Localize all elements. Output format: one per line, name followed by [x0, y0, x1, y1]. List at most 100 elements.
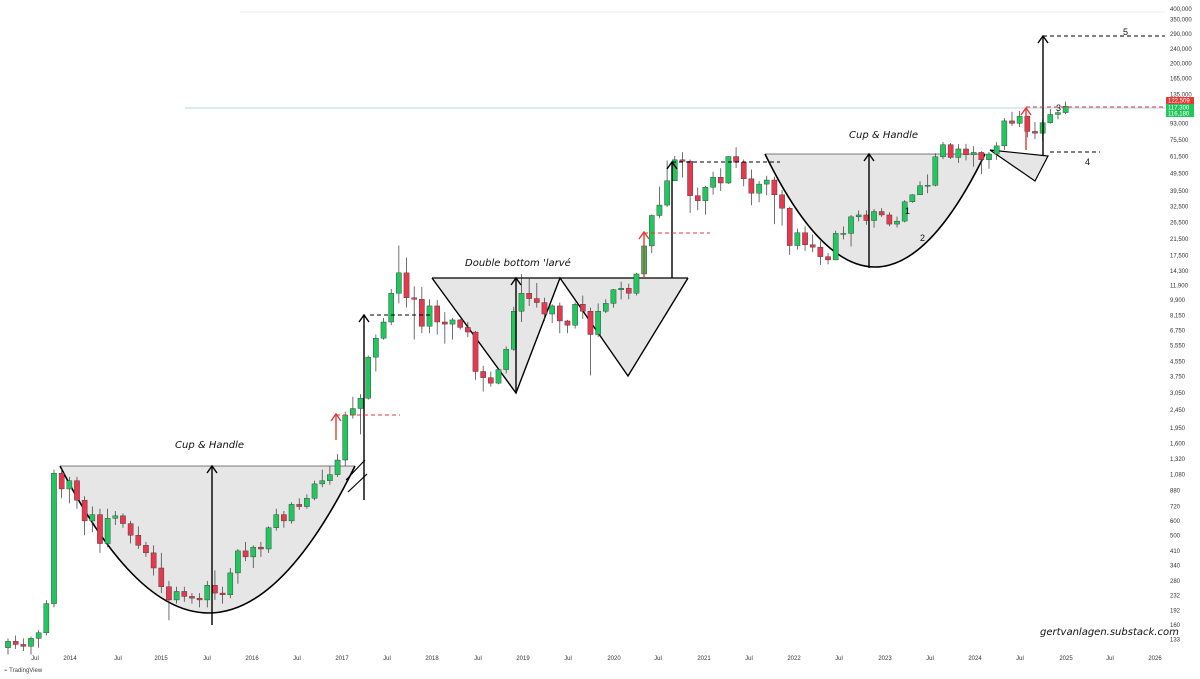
candle: [495, 368, 502, 385]
candle: [97, 508, 103, 553]
x-tick-label: Jul: [1106, 656, 1114, 662]
candle: [825, 253, 831, 265]
candle: [817, 240, 824, 265]
candle-body: [725, 156, 732, 184]
candle: [143, 541, 149, 557]
candle-body: [342, 414, 349, 461]
candle-body: [894, 220, 900, 225]
candle: [832, 230, 839, 261]
candle: [43, 599, 50, 636]
candle-body: [955, 148, 962, 158]
candle-body: [932, 156, 939, 186]
arrow-head: [330, 412, 342, 422]
y-tick-label: 21,500: [1170, 237, 1189, 243]
y-axis[interactable]: 400,000 350,000 290,000 240,000 200,000 165,0…: [1166, 7, 1194, 644]
candle-body: [580, 304, 586, 312]
candle-body: [135, 535, 142, 546]
candle-body: [687, 161, 693, 196]
y-tick-label: 400,000: [1170, 7, 1192, 13]
x-tick-label: 2017: [335, 656, 349, 662]
candle: [196, 593, 203, 608]
wave-label-3: 3: [1056, 103, 1061, 113]
candle-body: [74, 480, 80, 501]
candle: [12, 635, 19, 649]
candle-body: [986, 153, 992, 160]
y-tick-label: 500: [1170, 533, 1181, 539]
candle: [955, 143, 962, 163]
candle-body: [396, 272, 402, 294]
candle-body: [189, 596, 195, 599]
y-tick-label: 11,900: [1170, 284, 1189, 290]
y-tick-label: 17,500: [1170, 253, 1189, 259]
candle: [28, 636, 34, 655]
candle-body: [978, 152, 985, 160]
candles-layer: [5, 101, 1069, 655]
x-tick-label: Jul: [654, 656, 662, 662]
candle: [311, 480, 318, 501]
target-arrow-cup-2: [863, 152, 875, 268]
y-tick-label: 350,000: [1170, 17, 1192, 23]
candle: [595, 303, 601, 337]
candle-body: [848, 216, 854, 234]
price-label: 122,509: [1166, 97, 1194, 105]
candle: [717, 168, 724, 191]
candle-body: [863, 214, 870, 221]
candle: [878, 208, 885, 217]
measured-move-arrow-1: [358, 313, 370, 500]
candle-body: [940, 144, 946, 157]
candle-body: [963, 148, 969, 155]
candle-body: [587, 311, 594, 335]
candle: [917, 181, 923, 196]
candle-body: [20, 644, 27, 647]
candle: [1024, 115, 1031, 138]
x-tick-label: 2023: [878, 656, 892, 662]
candle: [480, 365, 486, 392]
y-tick-label: 133: [1170, 638, 1181, 644]
candle: [840, 226, 847, 240]
candle-body: [840, 233, 847, 235]
candle: [679, 152, 686, 178]
candle-body: [304, 498, 310, 507]
candle-body: [242, 550, 249, 558]
y-tick-label: 93,000: [1170, 122, 1189, 128]
arrow-head: [206, 464, 218, 474]
candle-body: [281, 514, 287, 522]
candle: [656, 186, 663, 219]
price-label-box: [1166, 110, 1194, 117]
candle-body: [419, 299, 425, 327]
price-label-text: 122,509: [1168, 99, 1190, 105]
candle: [373, 334, 379, 372]
candle: [802, 226, 808, 251]
y-tick-label: 14,300: [1170, 269, 1189, 275]
candle: [894, 216, 900, 228]
candle-body: [1016, 115, 1023, 124]
candle-body: [809, 244, 816, 248]
y-tick-label: 600: [1170, 519, 1181, 525]
candle: [947, 143, 954, 159]
candle: [557, 302, 563, 334]
candle: [419, 286, 425, 334]
candle-body: [104, 518, 111, 544]
y-tick-label: 32,500: [1170, 205, 1189, 211]
candle: [694, 187, 701, 211]
price-label-box: [1166, 97, 1194, 104]
candle: [687, 159, 693, 213]
x-tick-label: Jul: [1016, 656, 1024, 662]
candle: [104, 508, 111, 548]
candle-body: [1047, 114, 1054, 123]
candle-body: [219, 592, 226, 595]
candle-body: [748, 178, 755, 194]
candle: [158, 552, 165, 594]
x-axis[interactable]: Jul 2014 Jul 2015 Jul 2016 Jul 2017 Jul 2018 Jul 20…: [31, 656, 1162, 662]
candle-body: [265, 527, 272, 550]
candle-body: [403, 272, 410, 298]
candle-body: [166, 586, 172, 601]
watermark-text: gertvanlagen.substack.com: [1040, 627, 1179, 638]
candle: [1016, 110, 1023, 128]
red-arrow-1: [330, 412, 342, 440]
candle-body: [1062, 105, 1069, 113]
candle-body: [457, 319, 463, 328]
candle: [327, 466, 333, 485]
candle-body: [388, 293, 395, 323]
